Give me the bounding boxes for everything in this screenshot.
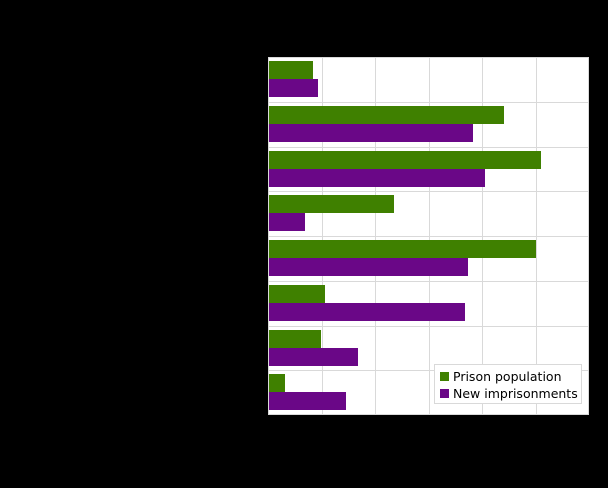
legend-swatch-green-icon — [440, 372, 449, 381]
plot-area: Prison population New imprisonments — [268, 57, 589, 415]
legend-swatch-purple-icon — [440, 389, 449, 398]
horizontal-gridline — [268, 370, 589, 371]
bar-prison-population — [268, 106, 504, 124]
bar-prison-population — [268, 195, 394, 213]
bar-new-imprisonments — [268, 79, 318, 97]
legend-item-prison-population: Prison population — [440, 368, 581, 385]
horizontal-gridline — [268, 191, 589, 192]
bar-new-imprisonments — [268, 169, 485, 187]
horizontal-gridline — [268, 236, 589, 237]
bar-prison-population — [268, 240, 536, 258]
bar-new-imprisonments — [268, 303, 465, 321]
legend-label: New imprisonments — [453, 386, 578, 401]
bar-new-imprisonments — [268, 348, 358, 366]
horizontal-gridline — [268, 326, 589, 327]
bar-new-imprisonments — [268, 213, 305, 231]
horizontal-gridline — [268, 147, 589, 148]
bar-prison-population — [268, 374, 285, 392]
bar-new-imprisonments — [268, 124, 473, 142]
bar-new-imprisonments — [268, 392, 346, 410]
bar-prison-population — [268, 285, 325, 303]
horizontal-gridline — [268, 102, 589, 103]
legend: Prison population New imprisonments — [434, 364, 582, 404]
legend-label: Prison population — [453, 369, 562, 384]
bar-prison-population — [268, 151, 541, 169]
bar-prison-population — [268, 330, 321, 348]
bar-prison-population — [268, 61, 313, 79]
horizontal-gridline — [268, 281, 589, 282]
bar-new-imprisonments — [268, 258, 468, 276]
legend-item-new-imprisonments: New imprisonments — [440, 385, 581, 402]
